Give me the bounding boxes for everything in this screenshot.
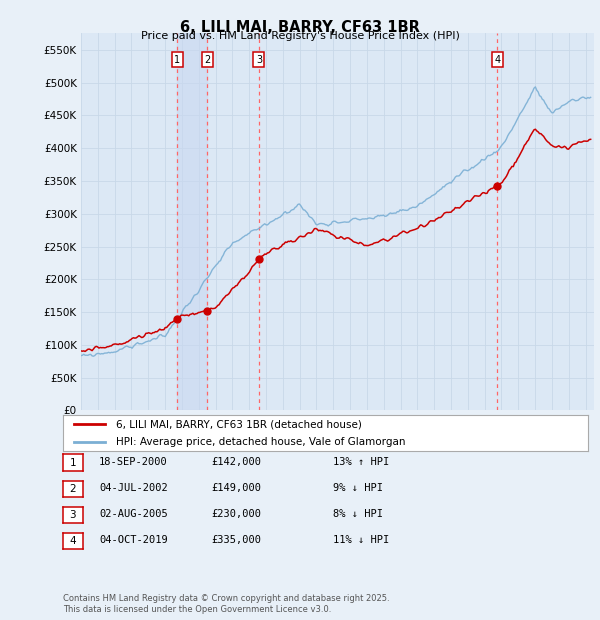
Text: 3: 3 <box>70 510 76 520</box>
Text: £149,000: £149,000 <box>211 483 261 493</box>
Text: 2: 2 <box>204 55 210 64</box>
Text: 2: 2 <box>70 484 76 494</box>
Text: £335,000: £335,000 <box>211 535 261 545</box>
Text: 02-AUG-2005: 02-AUG-2005 <box>99 509 168 519</box>
Text: 04-OCT-2019: 04-OCT-2019 <box>99 535 168 545</box>
Text: 13% ↑ HPI: 13% ↑ HPI <box>333 457 389 467</box>
Bar <box>177 33 207 410</box>
Text: 9% ↓ HPI: 9% ↓ HPI <box>333 483 383 493</box>
Text: 6, LILI MAI, BARRY, CF63 1BR: 6, LILI MAI, BARRY, CF63 1BR <box>180 20 420 35</box>
Text: 1: 1 <box>70 458 76 467</box>
Text: £142,000: £142,000 <box>211 457 261 467</box>
Text: 18-SEP-2000: 18-SEP-2000 <box>99 457 168 467</box>
Text: £230,000: £230,000 <box>211 509 261 519</box>
Text: 11% ↓ HPI: 11% ↓ HPI <box>333 535 389 545</box>
Text: 6, LILI MAI, BARRY, CF63 1BR (detached house): 6, LILI MAI, BARRY, CF63 1BR (detached h… <box>115 419 361 430</box>
Text: HPI: Average price, detached house, Vale of Glamorgan: HPI: Average price, detached house, Vale… <box>115 437 405 448</box>
Text: Contains HM Land Registry data © Crown copyright and database right 2025.
This d: Contains HM Land Registry data © Crown c… <box>63 595 389 614</box>
Text: 8% ↓ HPI: 8% ↓ HPI <box>333 509 383 519</box>
Text: 4: 4 <box>494 55 500 64</box>
Text: 1: 1 <box>174 55 180 64</box>
Text: 4: 4 <box>70 536 76 546</box>
Text: 04-JUL-2002: 04-JUL-2002 <box>99 483 168 493</box>
Text: 3: 3 <box>256 55 262 64</box>
Text: Price paid vs. HM Land Registry's House Price Index (HPI): Price paid vs. HM Land Registry's House … <box>140 31 460 41</box>
